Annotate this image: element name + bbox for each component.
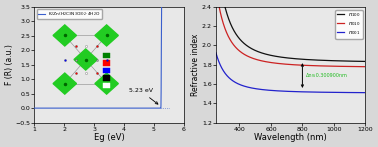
$n_{010}$: [214, 1, 218, 3]
$n_{001}$: [331, 91, 336, 93]
$n_{100}$: [359, 60, 363, 62]
Text: Δn≈0.300900nm: Δn≈0.300900nm: [306, 73, 348, 78]
X-axis label: Wavelength (nm): Wavelength (nm): [254, 133, 327, 142]
Line: $n_{001}$: $n_{001}$: [216, 53, 365, 93]
Line: $n_{100}$: $n_{100}$: [216, 2, 365, 61]
$n_{001}$: [359, 92, 363, 93]
Line: $n_{010}$: $n_{010}$: [216, 2, 365, 67]
X-axis label: Eg (eV): Eg (eV): [94, 133, 124, 142]
$n_{010}$: [282, 63, 287, 65]
Text: 5.23 eV: 5.23 eV: [129, 88, 158, 104]
$n_{001}$: [282, 90, 287, 92]
$n_{001}$: [286, 91, 291, 92]
$n_{001}$: [221, 70, 226, 72]
$n_{010}$: [363, 66, 367, 68]
Legend: K$_2$Zn(H$_2$C$_3$N$_3$O$_3$)$_2$·4H$_2$O: K$_2$Zn(H$_2$C$_3$N$_3$O$_3$)$_2$·4H$_2$…: [37, 9, 102, 19]
$n_{100}$: [286, 57, 291, 59]
$n_{001}$: [359, 92, 363, 93]
Y-axis label: F (R) (a.u.): F (R) (a.u.): [5, 44, 14, 85]
$n_{010}$: [286, 64, 291, 65]
$n_{010}$: [359, 66, 363, 67]
$n_{001}$: [214, 52, 218, 54]
$n_{100}$: [331, 60, 336, 62]
$n_{010}$: [359, 66, 363, 67]
$n_{010}$: [221, 23, 226, 25]
$n_{100}$: [363, 61, 367, 62]
$n_{100}$: [359, 60, 363, 62]
Y-axis label: Refractive index: Refractive index: [191, 34, 200, 96]
$n_{100}$: [282, 57, 287, 59]
$n_{100}$: [214, 1, 218, 3]
$n_{100}$: [221, 1, 226, 3]
Legend: $n_{100}$, $n_{010}$, $n_{001}$: $n_{100}$, $n_{010}$, $n_{001}$: [335, 10, 363, 39]
$n_{001}$: [363, 92, 367, 93]
$n_{010}$: [331, 65, 336, 67]
